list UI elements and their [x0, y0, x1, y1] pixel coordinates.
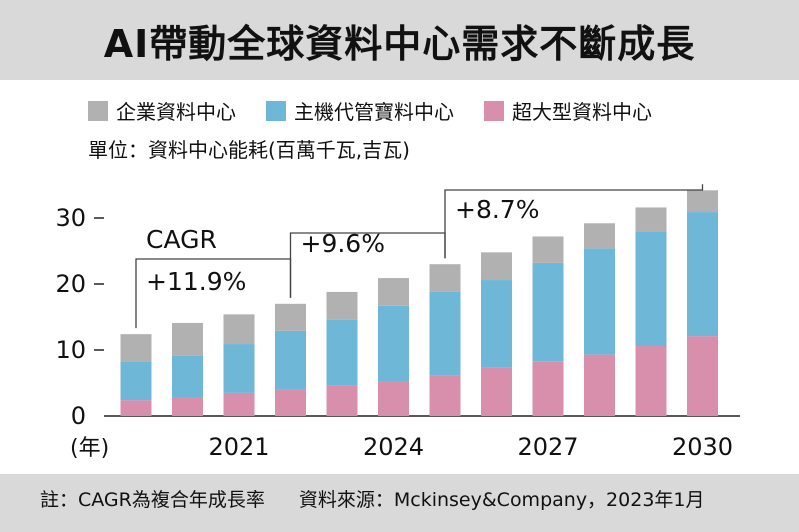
cagr-value-1: +11.9% — [146, 267, 246, 296]
bar-segment-colocation-2024 — [378, 305, 409, 382]
page-title: AI帶動全球資料中心需求不斷成長 — [103, 21, 696, 66]
footer: 註：CAGR為複合年成長率 資料來源：Mckinsey&Company，2023… — [40, 474, 705, 522]
y-tick-label: 10 — [55, 336, 86, 364]
legend-swatch-enterprise — [88, 100, 108, 121]
legend-swatch-colocation — [266, 100, 286, 121]
legend-item-enterprise: 企業資料中心 — [88, 96, 236, 125]
y-tick-label: 20 — [55, 270, 86, 298]
y-tick-label: 30 — [55, 204, 86, 232]
bar-segment-enterprise-2023 — [326, 291, 358, 320]
title-bar — [0, 0, 799, 80]
bar-segment-colocation-2030 — [687, 212, 718, 337]
bar-segment-enterprise-2024 — [378, 278, 409, 306]
bar-segment-colocation-2023 — [326, 319, 358, 386]
bar-segment-hyperscale-2019 — [120, 400, 152, 416]
bar-segment-enterprise-2019 — [120, 334, 152, 362]
bar-segment-hyperscale-2026 — [481, 367, 512, 416]
bar-segment-enterprise-2021 — [223, 314, 255, 345]
bar-segment-enterprise-2030 — [687, 190, 718, 213]
bar-segment-hyperscale-2029 — [635, 346, 667, 416]
legend-item-colocation: 主機代管寶料中心 — [266, 96, 454, 125]
cagr-value-3: +8.7% — [455, 195, 539, 224]
bar-segment-colocation-2027 — [532, 262, 564, 362]
cagr-label: CAGR — [146, 225, 217, 254]
legend-swatch-hyperscale — [484, 100, 504, 121]
bar-segment-hyperscale-2027 — [532, 361, 564, 416]
bar-segment-enterprise-2028 — [584, 223, 615, 249]
bar-segment-enterprise-2027 — [532, 236, 564, 263]
bar-segment-colocation-2021 — [223, 344, 255, 393]
bar-segment-colocation-2022 — [275, 330, 306, 390]
bar-segment-hyperscale-2020 — [172, 397, 203, 416]
legend-label-enterprise: 企業資料中心 — [116, 100, 236, 124]
unit-label: 單位：資料中心能耗(百萬千瓦,吉瓦) — [88, 138, 410, 162]
bar-segment-hyperscale-2030 — [687, 336, 718, 416]
bar-segment-colocation-2019 — [120, 361, 152, 401]
bar-segment-colocation-2028 — [584, 248, 615, 355]
bar-segment-hyperscale-2022 — [275, 389, 306, 416]
bar-segment-hyperscale-2021 — [223, 392, 255, 416]
footer-note: 註：CAGR為複合年成長率 — [40, 488, 265, 511]
x-tick-label: 2030 — [672, 433, 733, 461]
legend-item-hyperscale: 超大型資料中心 — [484, 96, 652, 125]
bar-segment-hyperscale-2023 — [326, 385, 358, 416]
bar-segment-colocation-2026 — [481, 280, 512, 368]
legend: 企業資料中心 主機代管寶料中心 超大型資料中心 — [88, 96, 652, 125]
x-axis-label: (年) — [70, 436, 109, 461]
bar-segment-colocation-2025 — [429, 291, 461, 376]
footer-source: 資料來源：Mckinsey&Company，2023年1月 — [298, 488, 705, 511]
bar-segment-colocation-2020 — [172, 355, 203, 398]
cagr-bracket-3 — [444, 184, 704, 259]
bar-segment-enterprise-2029 — [635, 207, 667, 232]
bar-segment-hyperscale-2025 — [429, 375, 461, 416]
bar-segment-enterprise-2026 — [481, 252, 512, 281]
footer-bar — [0, 474, 799, 532]
bar-segment-colocation-2029 — [635, 231, 667, 347]
legend-label-colocation: 主機代管寶料中心 — [294, 100, 454, 124]
bar-segment-hyperscale-2024 — [378, 381, 409, 416]
bar-segment-enterprise-2020 — [172, 322, 203, 356]
x-tick-label: 2027 — [517, 433, 578, 461]
x-tick-label: 2024 — [363, 433, 424, 461]
x-tick-label: 2021 — [208, 433, 269, 461]
bar-segment-enterprise-2025 — [429, 264, 461, 292]
cagr-value-2: +9.6% — [301, 229, 385, 258]
legend-label-hyperscale: 超大型資料中心 — [512, 100, 652, 124]
bar-segment-hyperscale-2028 — [584, 354, 615, 416]
y-tick-label: 0 — [71, 402, 86, 430]
bar-segment-enterprise-2022 — [275, 303, 306, 331]
